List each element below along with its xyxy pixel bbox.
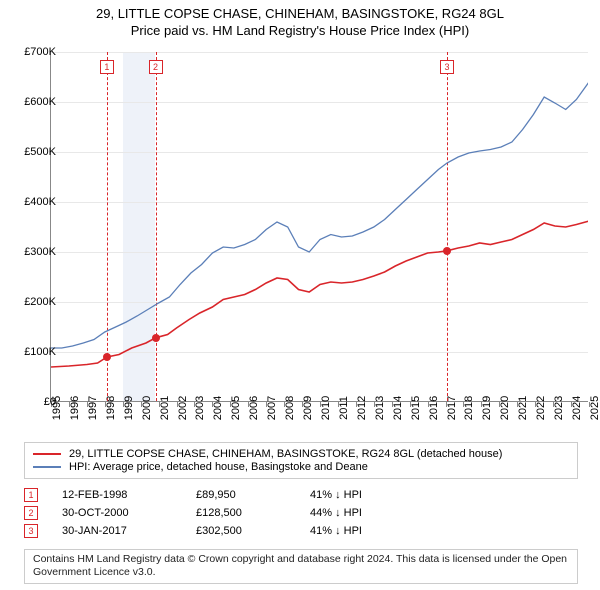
legend-swatch-hpi bbox=[33, 466, 61, 468]
recession-shade bbox=[123, 52, 155, 401]
attribution-text: Contains HM Land Registry data © Crown c… bbox=[24, 549, 578, 584]
xtick-label: 2018 bbox=[463, 396, 475, 420]
sale-marker-box: 3 bbox=[440, 60, 454, 74]
xtick-label: 2022 bbox=[535, 396, 547, 420]
xtick-label: 2025 bbox=[589, 396, 600, 420]
gridline-h bbox=[51, 352, 588, 353]
sale-price: £128,500 bbox=[196, 507, 286, 519]
sale-marker-dot bbox=[443, 247, 451, 255]
xtick-label: 2019 bbox=[481, 396, 493, 420]
sale-delta: 41% ↓ HPI bbox=[310, 525, 362, 537]
ytick-label: £100K bbox=[24, 346, 56, 358]
xtick-label: 2008 bbox=[284, 396, 296, 420]
legend-swatch-property bbox=[33, 453, 61, 455]
xtick-label: 2000 bbox=[141, 396, 153, 420]
xtick-label: 2015 bbox=[410, 396, 422, 420]
sale-row: 1 12-FEB-1998 £89,950 41% ↓ HPI bbox=[24, 488, 578, 502]
xtick-label: 2024 bbox=[571, 396, 583, 420]
legend-label-hpi: HPI: Average price, detached house, Basi… bbox=[69, 461, 368, 473]
sale-date: 30-OCT-2000 bbox=[62, 507, 172, 519]
chart-plot-area: 1995199619971998199920002001200220032004… bbox=[50, 52, 588, 402]
sale-index-box: 1 bbox=[24, 488, 38, 502]
gridline-h bbox=[51, 52, 588, 53]
xtick-label: 2009 bbox=[302, 396, 314, 420]
ytick-label: £300K bbox=[24, 246, 56, 258]
ytick-label: £400K bbox=[24, 196, 56, 208]
gridline-h bbox=[51, 302, 588, 303]
sale-marker-box: 1 bbox=[100, 60, 114, 74]
sale-marker-box: 2 bbox=[149, 60, 163, 74]
xtick-label: 1999 bbox=[123, 396, 135, 420]
sale-marker-dot bbox=[152, 334, 160, 342]
sales-table: 1 12-FEB-1998 £89,950 41% ↓ HPI 2 30-OCT-2000… bbox=[24, 484, 578, 542]
sale-price: £302,500 bbox=[196, 525, 286, 537]
xtick-label: 2012 bbox=[356, 396, 368, 420]
xtick-label: 2023 bbox=[553, 396, 565, 420]
ytick-label: £600K bbox=[24, 96, 56, 108]
gridline-h bbox=[51, 252, 588, 253]
legend-row: 29, LITTLE COPSE CHASE, CHINEHAM, BASING… bbox=[33, 448, 569, 460]
sale-row: 3 30-JAN-2017 £302,500 41% ↓ HPI bbox=[24, 524, 578, 538]
ytick-label: £500K bbox=[24, 146, 56, 158]
legend-row: HPI: Average price, detached house, Basi… bbox=[33, 461, 569, 473]
xtick-label: 2003 bbox=[194, 396, 206, 420]
sale-index-box: 3 bbox=[24, 524, 38, 538]
gridline-h bbox=[51, 102, 588, 103]
sale-marker-line bbox=[107, 52, 108, 401]
sale-price: £89,950 bbox=[196, 489, 286, 501]
sale-row: 2 30-OCT-2000 £128,500 44% ↓ HPI bbox=[24, 506, 578, 520]
title-address: 29, LITTLE COPSE CHASE, CHINEHAM, BASING… bbox=[0, 6, 600, 21]
title-subtitle: Price paid vs. HM Land Registry's House … bbox=[0, 23, 600, 38]
sale-date: 12-FEB-1998 bbox=[62, 489, 172, 501]
xtick-label: 2006 bbox=[248, 396, 260, 420]
xtick-label: 2010 bbox=[320, 396, 332, 420]
ytick-label: £0 bbox=[44, 396, 56, 408]
sale-date: 30-JAN-2017 bbox=[62, 525, 172, 537]
xtick-label: 2020 bbox=[499, 396, 511, 420]
xtick-label: 2002 bbox=[177, 396, 189, 420]
xtick-label: 2011 bbox=[338, 396, 350, 420]
xtick-label: 2016 bbox=[428, 396, 440, 420]
xtick-label: 2005 bbox=[230, 396, 242, 420]
sale-delta: 44% ↓ HPI bbox=[310, 507, 362, 519]
xtick-label: 2013 bbox=[374, 396, 386, 420]
xtick-label: 2001 bbox=[159, 396, 171, 420]
gridline-h bbox=[51, 152, 588, 153]
sale-delta: 41% ↓ HPI bbox=[310, 489, 362, 501]
ytick-label: £200K bbox=[24, 296, 56, 308]
xtick-label: 1996 bbox=[69, 396, 81, 420]
sale-marker-dot bbox=[103, 353, 111, 361]
chart-container: 29, LITTLE COPSE CHASE, CHINEHAM, BASING… bbox=[0, 0, 600, 590]
legend-box: 29, LITTLE COPSE CHASE, CHINEHAM, BASING… bbox=[24, 442, 578, 479]
ytick-label: £700K bbox=[24, 46, 56, 58]
xtick-label: 2014 bbox=[392, 396, 404, 420]
xtick-label: 2004 bbox=[212, 396, 224, 420]
xtick-label: 1997 bbox=[87, 396, 99, 420]
xtick-label: 2007 bbox=[266, 396, 278, 420]
sale-marker-line bbox=[447, 52, 448, 401]
title-block: 29, LITTLE COPSE CHASE, CHINEHAM, BASING… bbox=[0, 0, 600, 38]
gridline-h bbox=[51, 202, 588, 203]
sale-index-box: 2 bbox=[24, 506, 38, 520]
sale-marker-line bbox=[156, 52, 157, 401]
xtick-label: 2021 bbox=[517, 396, 529, 420]
legend-label-property: 29, LITTLE COPSE CHASE, CHINEHAM, BASING… bbox=[69, 448, 502, 460]
